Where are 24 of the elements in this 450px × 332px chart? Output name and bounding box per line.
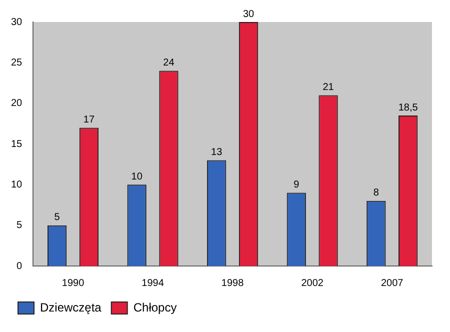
data-label: 18,5 — [398, 102, 418, 114]
y-tick-label: 20 — [11, 98, 23, 110]
data-label: 17 — [83, 114, 95, 126]
data-label: 9 — [294, 180, 300, 191]
data-label: 13 — [211, 147, 223, 158]
x-tick-label: 1998 — [221, 278, 244, 289]
y-tick-label: 10 — [11, 179, 23, 190]
y-tick-label: 5 — [16, 220, 23, 232]
data-label: 8 — [373, 188, 380, 199]
x-tick-label: 1990 — [62, 278, 85, 289]
legend-label: Chłopcy — [133, 300, 177, 314]
data-label: 21 — [322, 82, 334, 93]
x-tick-label: 2007 — [380, 278, 404, 289]
legend-label: Dziewczęta — [40, 300, 102, 314]
data-label: 30 — [242, 8, 255, 20]
x-tick-label: 2002 — [301, 278, 324, 289]
y-tick-label: 0 — [16, 260, 23, 272]
y-tick-label: 25 — [11, 57, 23, 68]
data-label: 5 — [54, 212, 60, 224]
data-label: 10 — [131, 171, 143, 182]
x-tick-label: 1994 — [142, 278, 164, 289]
y-tick-label: 30 — [11, 16, 23, 28]
data-label: 24 — [163, 58, 175, 69]
y-tick-label: 15 — [11, 138, 23, 150]
